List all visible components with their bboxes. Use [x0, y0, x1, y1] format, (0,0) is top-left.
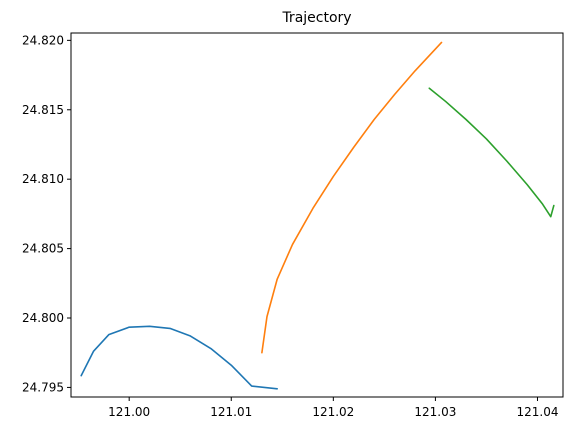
x-tick-label: 121.03 [414, 405, 456, 419]
y-tick-label: 24.795 [22, 380, 64, 394]
plot-lines [80, 41, 555, 390]
y-tick-label: 24.815 [22, 103, 64, 117]
y-axis: 24.795 24.800 24.805 24.810 24.815 24.820 [22, 33, 71, 394]
x-tick-label: 121.04 [516, 405, 558, 419]
y-tick-label: 24.805 [22, 242, 64, 256]
chart-title: Trajectory [281, 10, 351, 26]
x-tick-label: 121.01 [210, 405, 252, 419]
x-tick-label: 121.00 [108, 405, 150, 419]
y-tick-label: 24.810 [22, 172, 64, 186]
x-axis: 121.00 121.01 121.02 121.03 121.04 [108, 397, 558, 419]
series-line-2 [261, 41, 443, 354]
series-line-1 [80, 325, 278, 390]
x-tick-label: 121.02 [312, 405, 354, 419]
y-tick-label: 24.800 [22, 311, 64, 325]
series-line-3 [428, 87, 555, 218]
y-tick-label: 24.820 [22, 33, 64, 47]
plot-frame [70, 32, 564, 398]
